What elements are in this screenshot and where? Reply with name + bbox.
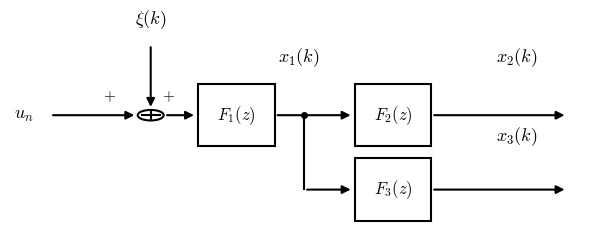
- Text: $F_3(z)$: $F_3(z)$: [374, 178, 413, 201]
- Text: $F_2(z)$: $F_2(z)$: [374, 104, 413, 126]
- Text: $F_1(z)$: $F_1(z)$: [217, 104, 256, 126]
- Bar: [355, 158, 431, 221]
- Bar: [355, 84, 431, 146]
- Bar: [198, 84, 275, 146]
- Text: $\xi(k)$: $\xi(k)$: [135, 8, 167, 30]
- Text: $x_1(k)$: $x_1(k)$: [278, 46, 319, 69]
- Text: $x_2(k)$: $x_2(k)$: [496, 46, 538, 69]
- Text: $+$: $+$: [103, 89, 116, 103]
- Text: $+$: $+$: [162, 89, 175, 103]
- Text: $u_n$: $u_n$: [14, 106, 34, 124]
- Text: $x_3(k)$: $x_3(k)$: [496, 126, 538, 148]
